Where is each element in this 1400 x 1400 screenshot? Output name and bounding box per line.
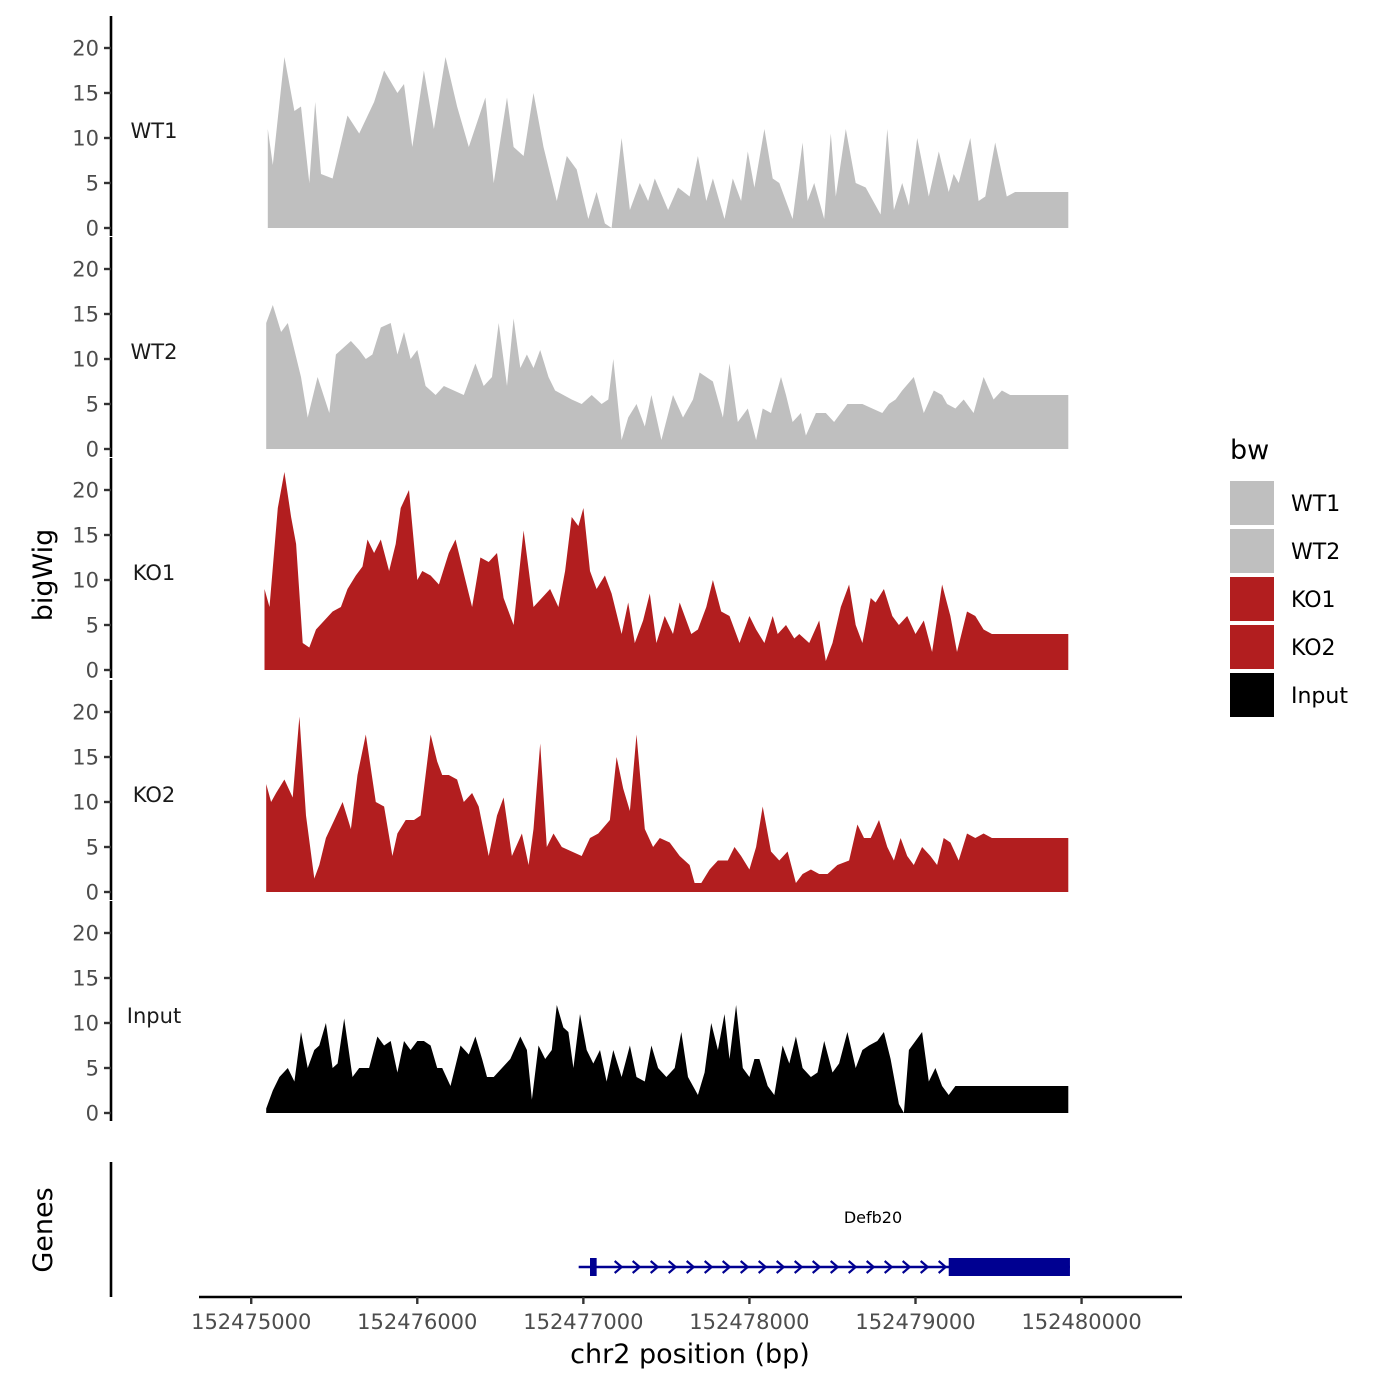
legend-swatch-wt1 <box>1230 481 1274 525</box>
legend-swatch-input <box>1230 673 1274 717</box>
y-tick-label-wt1-0: 0 <box>86 217 99 241</box>
strand-chevron-1 <box>631 1260 642 1274</box>
y-tick-label-wt2-20: 20 <box>72 258 99 282</box>
coverage-area-input <box>266 1005 1069 1113</box>
y-tick-label-wt2-5: 5 <box>86 393 99 417</box>
track-panel-wt2: 0 5 10 15 20 WT2 <box>72 237 1069 462</box>
track-panel-wt1: 0 5 10 15 20 WT1 <box>72 16 1069 241</box>
y-tick-label-wt2-10: 10 <box>72 348 99 372</box>
y-tick-label-ko2-5: 5 <box>86 836 99 860</box>
strand-chevron-13 <box>847 1260 858 1274</box>
strand-chevron-9 <box>775 1260 786 1274</box>
y-tick-label-wt2-0: 0 <box>86 438 99 462</box>
strand-chevron-12 <box>829 1260 840 1274</box>
strand-chevron-8 <box>757 1260 768 1274</box>
y-tick-label-ko1-5: 5 <box>86 614 99 638</box>
y-tick-label-wt1-5: 5 <box>86 172 99 196</box>
coverage-area-wt2 <box>266 305 1069 449</box>
legend: bw WT1 WT2 KO1 KO2 Input <box>1230 435 1348 717</box>
y-tick-label-ko1-10: 10 <box>72 569 99 593</box>
track-label-input: Input <box>127 1004 181 1028</box>
legend-label-ko2: KO2 <box>1291 636 1336 661</box>
track-panels: 0 5 10 15 20 WT1 0 5 10 15 20 WT2 0 5 10 15 20 KO1 0 5 10 15 2… <box>72 16 1069 1126</box>
coverage-area-ko1 <box>264 472 1069 670</box>
y-tick-label-ko2-0: 0 <box>86 881 99 905</box>
strand-chevron-14 <box>865 1260 876 1274</box>
strand-chevron-6 <box>721 1260 732 1274</box>
y-tick-label-wt2-15: 15 <box>72 303 99 327</box>
y-tick-label-input-15: 15 <box>72 967 99 991</box>
x-tick-label-2: 152477000 <box>523 1310 643 1334</box>
y-tick-label-input-5: 5 <box>86 1057 99 1081</box>
legend-label-input: Input <box>1291 684 1348 709</box>
strand-chevron-15 <box>883 1260 894 1274</box>
y-tick-label-wt1-15: 15 <box>72 82 99 106</box>
strand-chevron-0 <box>613 1260 624 1274</box>
legend-swatch-wt2 <box>1230 529 1274 573</box>
gene-track-title: Genes <box>28 1187 59 1272</box>
x-tick-label-3: 152478000 <box>689 1310 809 1334</box>
track-label-wt1: WT1 <box>131 119 178 143</box>
coverage-area-ko2 <box>266 716 1069 892</box>
strand-chevron-11 <box>811 1260 822 1274</box>
track-panel-ko2: 0 5 10 15 20 KO2 <box>72 680 1069 905</box>
y-tick-label-ko1-20: 20 <box>72 479 99 503</box>
y-tick-label-wt1-10: 10 <box>72 127 99 151</box>
strand-chevron-10 <box>793 1260 804 1274</box>
strand-chevron-18 <box>937 1260 948 1274</box>
y-tick-label-ko1-0: 0 <box>86 659 99 683</box>
gene-exon-0 <box>590 1258 597 1276</box>
legend-label-wt2: WT2 <box>1291 540 1340 565</box>
track-label-ko1: KO1 <box>133 561 176 585</box>
track-panel-input: 0 5 10 15 20 Input <box>72 901 1069 1126</box>
x-tick-label-1: 152476000 <box>357 1310 477 1334</box>
strand-chevron-17 <box>919 1260 930 1274</box>
gene-label: Defb20 <box>844 1208 902 1227</box>
x-tick-label-0: 152475000 <box>191 1310 311 1334</box>
x-tick-label-4: 152479000 <box>855 1310 975 1334</box>
track-panel-ko1: 0 5 10 15 20 KO1 <box>72 458 1069 683</box>
strand-chevron-3 <box>667 1260 678 1274</box>
legend-title: bw <box>1230 435 1269 466</box>
track-label-wt2: WT2 <box>131 340 178 364</box>
y-tick-label-input-20: 20 <box>72 922 99 946</box>
x-axis: 152475000 152476000 152477000 152478000 1524… <box>191 1295 1182 1370</box>
strand-chevron-2 <box>649 1260 660 1274</box>
strand-chevron-16 <box>901 1260 912 1274</box>
strand-chevron-4 <box>685 1260 696 1274</box>
legend-swatch-ko2 <box>1230 625 1274 669</box>
coverage-area-wt1 <box>267 57 1069 228</box>
gene-exon-1 <box>948 1258 1070 1276</box>
track-label-ko2: KO2 <box>133 783 176 807</box>
legend-label-wt1: WT1 <box>1291 492 1340 517</box>
y-axis-title: bigWig <box>28 529 59 622</box>
y-tick-label-ko1-15: 15 <box>72 524 99 548</box>
x-tick-label-5: 152480000 <box>1021 1310 1141 1334</box>
strand-chevron-5 <box>703 1260 714 1274</box>
strand-chevron-7 <box>739 1260 750 1274</box>
y-tick-label-input-10: 10 <box>72 1012 99 1036</box>
gene-track-panel: Genes Defb20 <box>28 1162 1070 1297</box>
y-tick-label-ko2-15: 15 <box>72 746 99 770</box>
legend-swatch-ko1 <box>1230 577 1274 621</box>
legend-label-ko1: KO1 <box>1291 588 1336 613</box>
y-tick-label-ko2-20: 20 <box>72 701 99 725</box>
y-tick-label-wt1-20: 20 <box>72 37 99 61</box>
y-tick-label-ko2-10: 10 <box>72 791 99 815</box>
y-tick-label-input-0: 0 <box>86 1102 99 1126</box>
x-axis-title: chr2 position (bp) <box>570 1339 810 1370</box>
